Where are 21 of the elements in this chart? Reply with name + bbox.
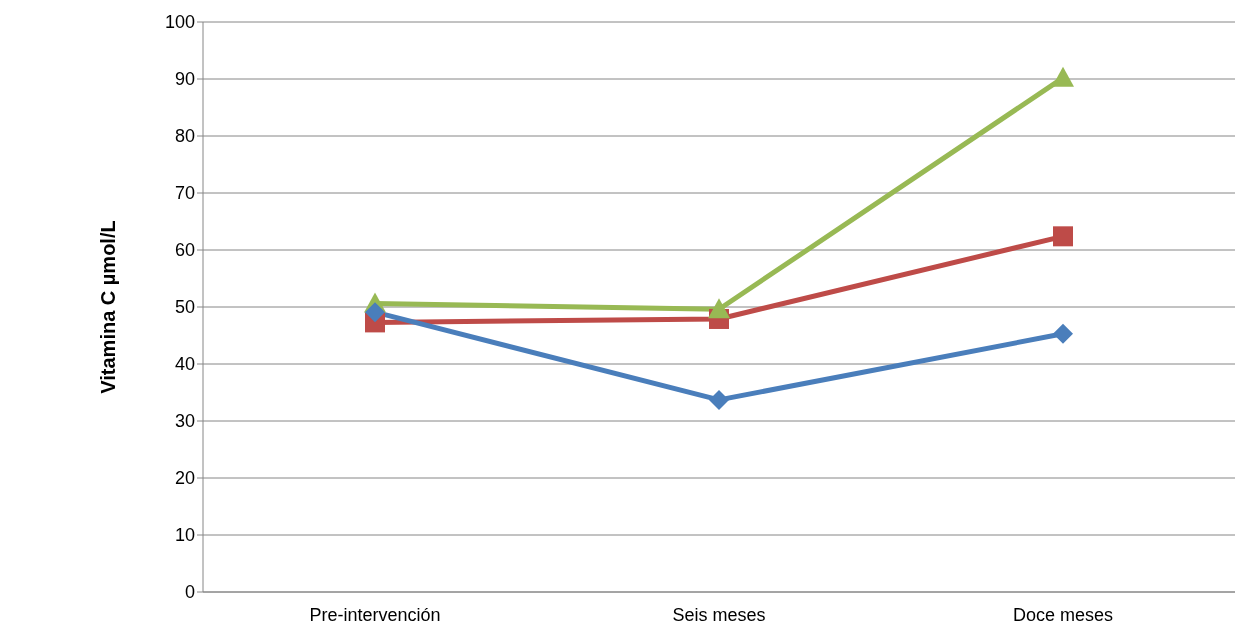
point <box>709 389 729 410</box>
y-tick-label: 10 <box>174 525 195 546</box>
x-tick-label: Seis meses <box>672 604 766 625</box>
y-tick-label: 60 <box>174 240 195 261</box>
y-tick-label: 50 <box>174 297 195 318</box>
y-tick-label: 0 <box>184 582 195 603</box>
y-tick-label: 70 <box>174 183 195 204</box>
y-tick-label: 80 <box>174 126 195 147</box>
point <box>1052 66 1074 87</box>
point <box>1053 226 1073 247</box>
point <box>708 298 730 319</box>
y-axis-title: Vitamina C µmol/L <box>97 220 120 394</box>
point <box>365 302 385 323</box>
y-tick-label: 40 <box>174 354 195 375</box>
y-tick-label: 30 <box>174 411 195 432</box>
x-tick-label: Doce meses <box>1012 604 1114 625</box>
x-tick-label: Pre-intervención <box>309 604 441 625</box>
y-tick-label: 90 <box>174 69 195 90</box>
y-tick-label: 100 <box>164 12 195 33</box>
y-tick-label: 20 <box>174 468 195 489</box>
point <box>1053 323 1073 344</box>
